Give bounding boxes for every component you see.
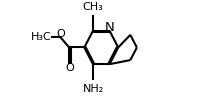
Text: O: O	[65, 63, 74, 73]
Text: H₃C: H₃C	[31, 32, 52, 42]
Text: O: O	[56, 29, 65, 39]
Text: NH₂: NH₂	[83, 84, 104, 94]
Text: N: N	[105, 21, 115, 34]
Text: CH₃: CH₃	[82, 2, 103, 12]
